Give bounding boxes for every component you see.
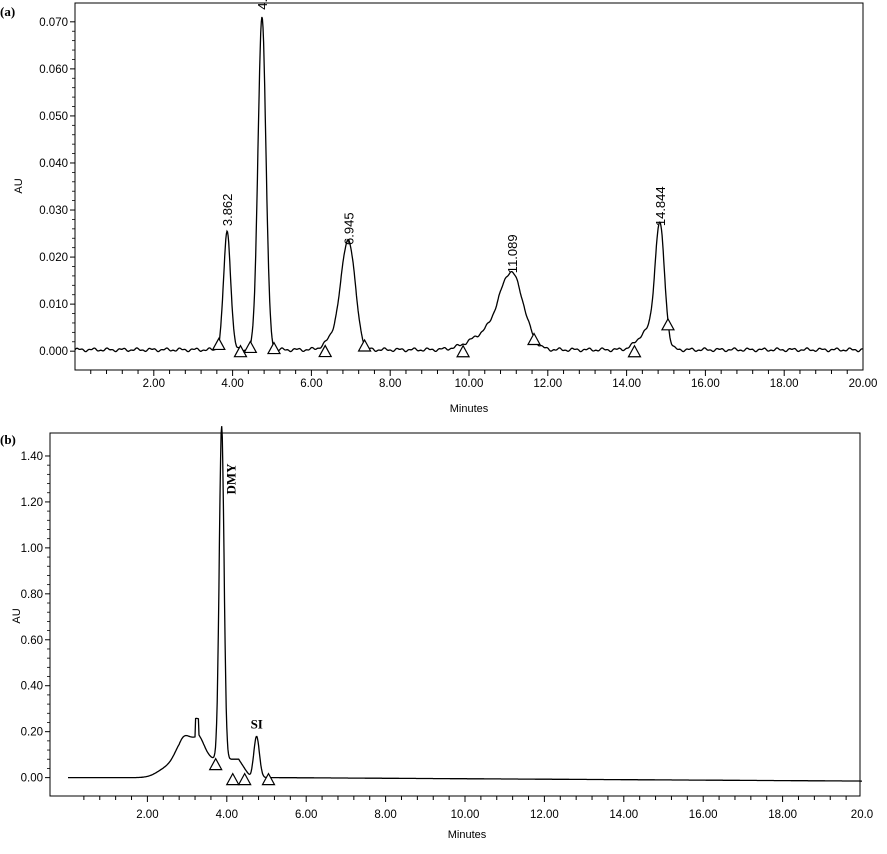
peak-label: 3.862 — [220, 194, 235, 227]
peak-label: 6.945 — [342, 212, 357, 245]
axes-b: 2.00 4.00 6.00 8.00 10.00 12.00 14.00 16.00 18.0… — [21, 451, 874, 821]
peak-marker — [211, 337, 226, 351]
y-tick-label: 0.000 — [39, 346, 68, 358]
x-tick-label: 10.00 — [451, 809, 480, 821]
peak-marker — [261, 772, 276, 786]
x-tick-label: 14.00 — [612, 378, 641, 390]
x-tick-label: 12.00 — [533, 378, 562, 390]
peak-marker — [526, 332, 542, 346]
y-tick-label: 0.010 — [39, 299, 68, 311]
x-tick-label: 20.0 — [851, 809, 873, 821]
peak-marker — [357, 338, 372, 352]
x-tick-label: 16.00 — [691, 378, 720, 390]
y-tick-label: 1.20 — [21, 497, 43, 509]
x-tick-label: 2.00 — [136, 809, 158, 821]
y-tick-label: 0.80 — [21, 589, 43, 601]
x-tick-label: 10.00 — [455, 378, 484, 390]
peak-label: DMY — [224, 463, 239, 495]
y-tick-label: 0.060 — [39, 64, 68, 76]
y-tick-label: 0.030 — [39, 205, 68, 217]
peak-markers-b — [208, 757, 276, 786]
peak-label: SI — [251, 716, 263, 731]
x-tick-label: 14.00 — [609, 809, 638, 821]
x-tick-label: 8.00 — [379, 378, 401, 390]
peak-marker — [225, 772, 240, 786]
peak-marker — [243, 340, 258, 354]
y-tick-label: 0.070 — [39, 17, 68, 29]
axes-a: 2.00 4.00 6.00 8.00 10.00 12.00 14.00 16.00 18.0… — [39, 17, 877, 390]
chromatogram-trace-b — [68, 426, 862, 782]
y-tick-label: 0.40 — [21, 681, 43, 693]
peak-marker — [266, 341, 281, 355]
peak-labels-a: 3.862 4.745 6.945 11.089 14.844 — [220, 0, 668, 273]
y-axis-title-b: AU — [11, 608, 23, 623]
x-axis-title-b: Minutes — [448, 829, 487, 841]
y-tick-label: 0.60 — [21, 635, 43, 647]
x-tick-label: 16.00 — [689, 809, 718, 821]
y-tick-label: 1.00 — [21, 543, 43, 555]
y-tick-label: 1.40 — [21, 451, 43, 463]
panel-label-a: (a) — [0, 4, 15, 19]
x-tick-label: 8.00 — [374, 809, 396, 821]
x-tick-label: 18.00 — [768, 809, 797, 821]
peak-labels-b: DMY SI — [224, 463, 263, 731]
chromatogram-trace-a — [74, 16, 864, 353]
chart-panel-a: (a) Minutes AU 2.00 4.00 6.00 8.00 10.00 12.0… — [0, 0, 877, 415]
x-tick-label: 4.00 — [221, 378, 243, 390]
peak-markers-a — [211, 317, 675, 358]
y-tick-label: 0.00 — [21, 773, 43, 785]
panel-label-b: (b) — [0, 432, 16, 447]
peak-marker — [233, 344, 248, 358]
y-tick-label: 0.050 — [39, 111, 68, 123]
x-tick-label: 6.00 — [300, 378, 322, 390]
peak-marker — [237, 772, 252, 786]
y-tick-label: 0.020 — [39, 252, 68, 264]
plot-frame-a — [74, 2, 864, 371]
y-tick-label: 0.20 — [21, 727, 43, 739]
peak-marker — [318, 344, 333, 358]
x-tick-label: 2.00 — [143, 378, 165, 390]
y-axis-title-a: AU — [13, 178, 25, 193]
peak-label: 11.089 — [505, 234, 520, 273]
plot-frame-b — [49, 432, 861, 797]
chart-panel-b: (b) Minutes AU 2.00 4.00 6.00 8.00 10.00 12.0… — [0, 426, 873, 841]
x-tick-label: 12.00 — [530, 809, 559, 821]
x-tick-label: 6.00 — [295, 809, 317, 821]
peak-label: 14.844 — [653, 186, 668, 226]
peak-label: 4.745 — [255, 0, 270, 10]
peak-marker — [456, 344, 471, 358]
x-axis-title-a: Minutes — [450, 403, 489, 415]
x-tick-label: 4.00 — [216, 809, 238, 821]
peak-marker — [627, 344, 642, 358]
x-tick-label: 20.00 — [849, 378, 878, 390]
y-tick-label: 0.040 — [39, 158, 68, 170]
peak-marker — [208, 757, 223, 771]
peak-marker — [660, 317, 675, 331]
x-tick-label: 18.00 — [770, 378, 799, 390]
